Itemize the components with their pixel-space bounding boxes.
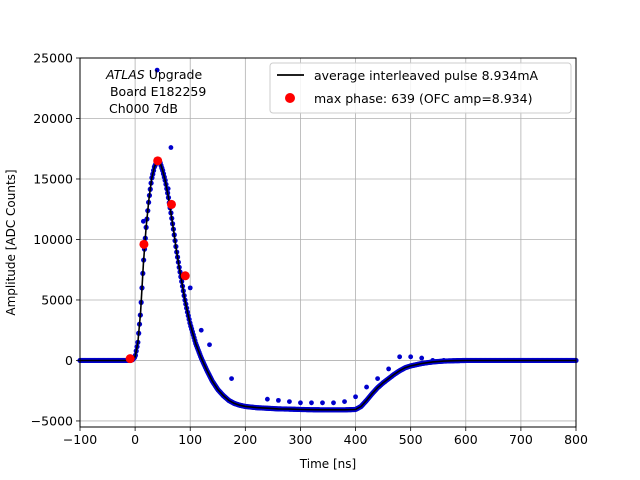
annotation-atlas: ATLAS (105, 67, 145, 82)
average-pulse-line (80, 159, 576, 411)
y-tick-label: 25000 (33, 51, 73, 66)
x-tick-label: 600 (454, 432, 478, 447)
annotation-line-1: ATLAS Upgrade (105, 67, 202, 82)
x-tick-label: 700 (509, 432, 533, 447)
x-tick-label: 500 (399, 432, 423, 447)
outlier-point (298, 400, 303, 406)
y-tick-label: −5000 (31, 413, 73, 428)
outlier-point (375, 376, 380, 382)
x-tick-label: 200 (233, 432, 257, 447)
max-phase-point (153, 156, 163, 166)
x-tick-label: 100 (178, 432, 202, 447)
outlier-point (287, 399, 292, 404)
outlier-point (386, 366, 392, 372)
outlier-point (353, 394, 358, 400)
outlier-point (207, 342, 212, 348)
outlier-point (229, 376, 234, 382)
legend-box (269, 62, 572, 114)
outlier-point (397, 354, 403, 360)
max-phase-point (180, 271, 190, 281)
tick-layer: −100 0 100 200 300 400 500 600 700 800 −5000 0 5000 1… (31, 51, 588, 448)
outlier-point (264, 396, 270, 402)
atlas-annotation: ATLAS Upgrade Board E182259 Ch000 7dB (105, 67, 206, 116)
y-tick-label: 20000 (33, 111, 73, 126)
y-tick-label: 5000 (41, 292, 73, 307)
x-tick-label: 400 (344, 432, 368, 447)
legend-label-pulse: average interleaved pulse 8.934mA (314, 68, 539, 83)
legend-label-max-phase: max phase: 639 (OFC amp=8.934) (314, 91, 532, 106)
x-tick-label: 300 (289, 432, 313, 447)
y-tick-label: 10000 (33, 232, 73, 247)
outlier-point (154, 67, 160, 73)
annotation-line-2: Board E182259 (106, 84, 206, 99)
max-phase-point (166, 199, 176, 209)
outlier-point (276, 397, 281, 403)
max-phase-point (125, 354, 135, 364)
legend: average interleaved pulse 8.934mA max ph… (269, 62, 572, 114)
outlier-point (320, 400, 325, 406)
x-tick-label: 800 (564, 432, 588, 447)
outlier-point (331, 400, 336, 406)
outlier-point (342, 399, 347, 404)
y-tick-label: 15000 (33, 171, 73, 186)
outlier-point (168, 145, 174, 150)
outlier-point (198, 327, 204, 333)
x-axis-label: Time [ns] (299, 457, 356, 471)
outlier-point (140, 218, 146, 224)
series-layer (77, 67, 579, 413)
y-axis-label: Amplitude [ADC Counts] (4, 169, 18, 315)
annotation-line-3: Ch000 7dB (109, 101, 178, 116)
x-tick-label: 0 (131, 432, 139, 447)
x-tick-label: −100 (63, 432, 97, 447)
legend-dot-swatch (285, 93, 295, 103)
outlier-point (187, 285, 193, 291)
annotation-upgrade: Upgrade (145, 67, 203, 82)
outlier-point (309, 400, 314, 406)
outlier-point (419, 355, 425, 361)
axes-frame (79, 57, 577, 428)
y-tick-label: 0 (65, 353, 73, 368)
max-phase-point (139, 239, 149, 249)
outlier-point (364, 384, 369, 390)
outlier-point (408, 354, 414, 360)
